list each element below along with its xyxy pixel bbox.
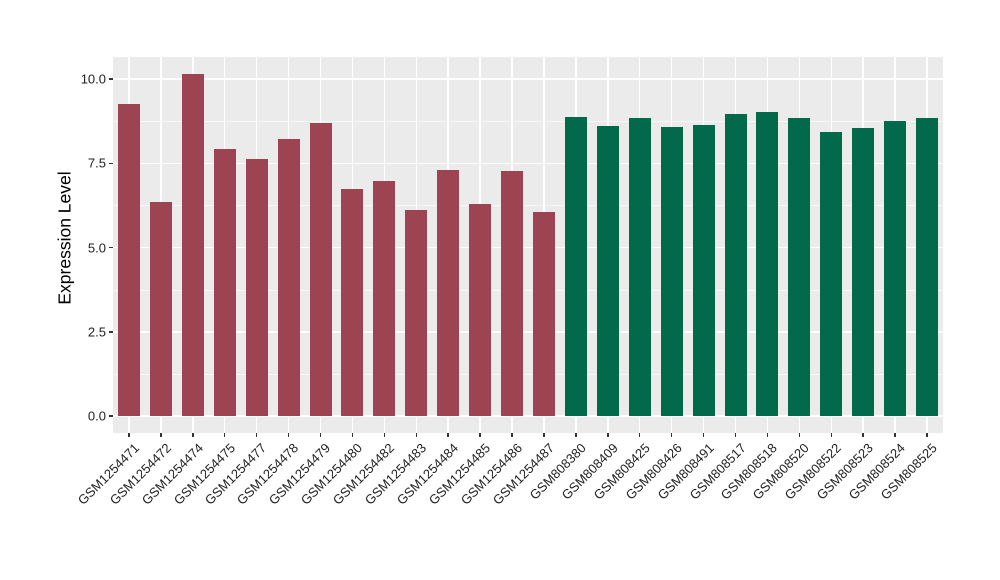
bar xyxy=(405,210,428,416)
bar xyxy=(532,211,555,416)
x-tick-mark xyxy=(192,433,194,437)
major-gridline xyxy=(113,415,943,417)
bar xyxy=(373,181,396,416)
x-tick-mark xyxy=(670,433,673,437)
bar xyxy=(213,149,236,416)
y-axis-title: Expression Level xyxy=(54,171,75,305)
bar xyxy=(724,114,747,416)
x-tick-mark xyxy=(511,433,513,437)
x-tick-mark xyxy=(638,433,641,437)
y-tick-label: 10.0 xyxy=(80,71,106,87)
x-tick-mark xyxy=(734,433,737,437)
bar xyxy=(852,128,875,416)
x-tick-mark xyxy=(319,433,322,437)
x-tick-mark xyxy=(766,433,769,437)
x-tick-mark xyxy=(351,433,354,437)
x-tick-mark xyxy=(128,433,130,437)
bar xyxy=(309,123,332,416)
y-tick-label: 5.0 xyxy=(87,240,106,255)
x-tick-mark xyxy=(894,433,896,437)
x-tick-mark xyxy=(287,433,290,437)
bar xyxy=(916,118,939,416)
x-tick-mark xyxy=(862,433,864,437)
bar xyxy=(628,117,651,416)
x-tick-mark xyxy=(255,433,258,437)
bar xyxy=(501,170,524,416)
major-gridline xyxy=(113,162,943,164)
minor-gridline xyxy=(113,289,943,291)
x-tick-mark xyxy=(160,433,162,437)
bar xyxy=(884,120,907,416)
x-tick-mark xyxy=(798,433,801,437)
bar xyxy=(469,204,492,416)
y-tick-mark xyxy=(109,246,113,249)
y-tick-mark xyxy=(109,162,113,164)
minor-gridline xyxy=(113,373,943,375)
x-tick-mark xyxy=(926,433,928,437)
y-tick-mark xyxy=(109,415,113,417)
bar xyxy=(181,73,204,416)
bar xyxy=(596,125,619,416)
bar xyxy=(277,138,300,416)
minor-gridline xyxy=(113,121,943,123)
y-tick-label: 0.0 xyxy=(87,408,106,424)
y-tick-label: 2.5 xyxy=(87,324,106,340)
x-tick-mark xyxy=(223,433,226,437)
y-tick-mark xyxy=(109,331,113,333)
bar xyxy=(117,103,140,416)
bar xyxy=(245,159,268,416)
major-gridline xyxy=(113,331,943,333)
x-tick-mark xyxy=(479,433,481,437)
bar xyxy=(692,124,715,416)
major-gridline xyxy=(113,246,943,249)
bar xyxy=(788,118,811,416)
minor-gridline xyxy=(113,205,943,207)
bar xyxy=(564,116,587,416)
x-tick-mark xyxy=(543,433,545,437)
x-tick-mark xyxy=(415,433,418,437)
bar xyxy=(341,189,364,416)
x-tick-mark xyxy=(702,433,705,437)
major-gridline xyxy=(113,78,943,80)
x-tick-mark xyxy=(383,433,386,437)
bar xyxy=(820,132,843,416)
bar xyxy=(437,169,460,416)
x-tick-mark xyxy=(575,433,577,437)
bar xyxy=(756,111,779,416)
plot-panel xyxy=(113,57,943,433)
y-tick-mark xyxy=(109,78,113,80)
bar xyxy=(149,201,172,416)
x-tick-mark xyxy=(830,433,833,437)
y-tick-label: 7.5 xyxy=(87,155,106,171)
x-tick-mark xyxy=(447,433,449,437)
x-tick-mark xyxy=(607,433,609,437)
bar xyxy=(660,127,683,416)
